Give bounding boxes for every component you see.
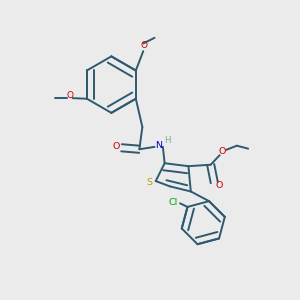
Text: Cl: Cl xyxy=(169,198,178,207)
Text: O: O xyxy=(140,41,147,50)
Text: O: O xyxy=(219,147,226,156)
Text: O: O xyxy=(216,181,223,190)
Text: H: H xyxy=(164,136,171,146)
Text: N: N xyxy=(155,141,162,150)
Text: O: O xyxy=(112,142,120,152)
Text: O: O xyxy=(67,91,74,100)
Text: S: S xyxy=(146,178,152,187)
